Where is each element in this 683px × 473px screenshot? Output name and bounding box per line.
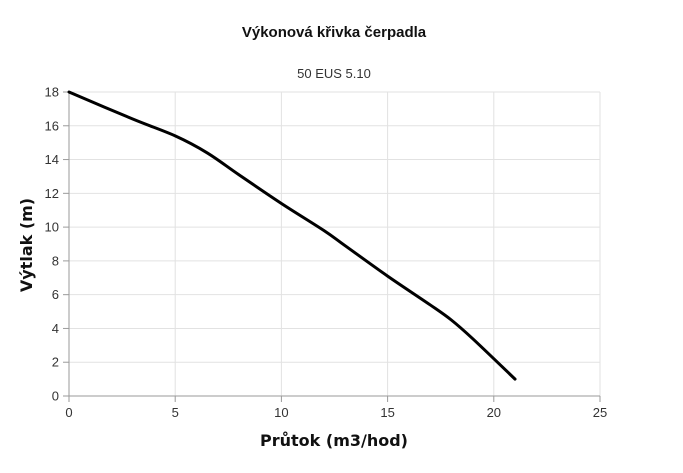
x-tick-label: 0 (65, 405, 72, 420)
chart-title: Výkonová křivka čerpadla (242, 24, 427, 41)
y-tick-label: 14 (45, 152, 59, 167)
y-tick-label: 10 (45, 220, 59, 235)
y-tick-label: 8 (52, 253, 59, 268)
axes (63, 91, 601, 402)
chart-subtitle: 50 EUS 5.10 (297, 66, 371, 81)
y-axis-title: Výtlak (m) (17, 198, 36, 292)
x-tick-label: 10 (274, 405, 288, 420)
tick-labels: 0 2 4 6 8 10 12 14 16 18 0 5 10 15 20 25 (45, 85, 608, 421)
x-tick-label: 5 (172, 405, 179, 420)
x-axis-title: Průtok (m3/hod) (260, 431, 408, 450)
x-tick-label: 25 (593, 405, 607, 420)
x-tick-label: 20 (487, 405, 501, 420)
y-tick-label: 0 (52, 389, 59, 404)
y-tick-label: 16 (45, 118, 59, 133)
grid (69, 91, 601, 396)
y-tick-label: 2 (52, 355, 59, 370)
y-tick-label: 4 (52, 321, 59, 336)
y-tick-label: 6 (52, 287, 59, 302)
series-line (67, 90, 517, 381)
y-tick-label: 18 (45, 85, 59, 100)
y-tick-label: 12 (45, 186, 59, 201)
x-tick-label: 15 (380, 405, 394, 420)
series (67, 90, 517, 381)
